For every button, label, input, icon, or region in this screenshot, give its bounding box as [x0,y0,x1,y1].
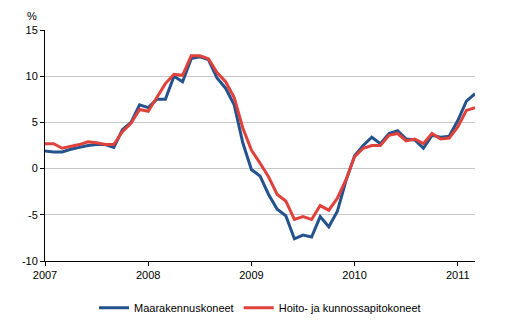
svg-text:2011: 2011 [446,269,470,281]
svg-text:Maarakennuskoneet: Maarakennuskoneet [134,302,234,314]
svg-text:2008: 2008 [136,269,160,281]
svg-text:Hoito- ja kunnossapitokoneet: Hoito- ja kunnossapitokoneet [279,302,421,314]
svg-text:-5: -5 [28,209,38,221]
svg-text:0: 0 [32,162,38,174]
svg-text:15: 15 [26,24,38,36]
svg-text:2010: 2010 [342,269,366,281]
svg-text:10: 10 [26,70,38,82]
svg-text:5: 5 [32,116,38,128]
svg-text:-10: -10 [22,255,38,267]
svg-text:%: % [27,10,37,22]
svg-text:2007: 2007 [33,269,57,281]
svg-text:2009: 2009 [239,269,263,281]
